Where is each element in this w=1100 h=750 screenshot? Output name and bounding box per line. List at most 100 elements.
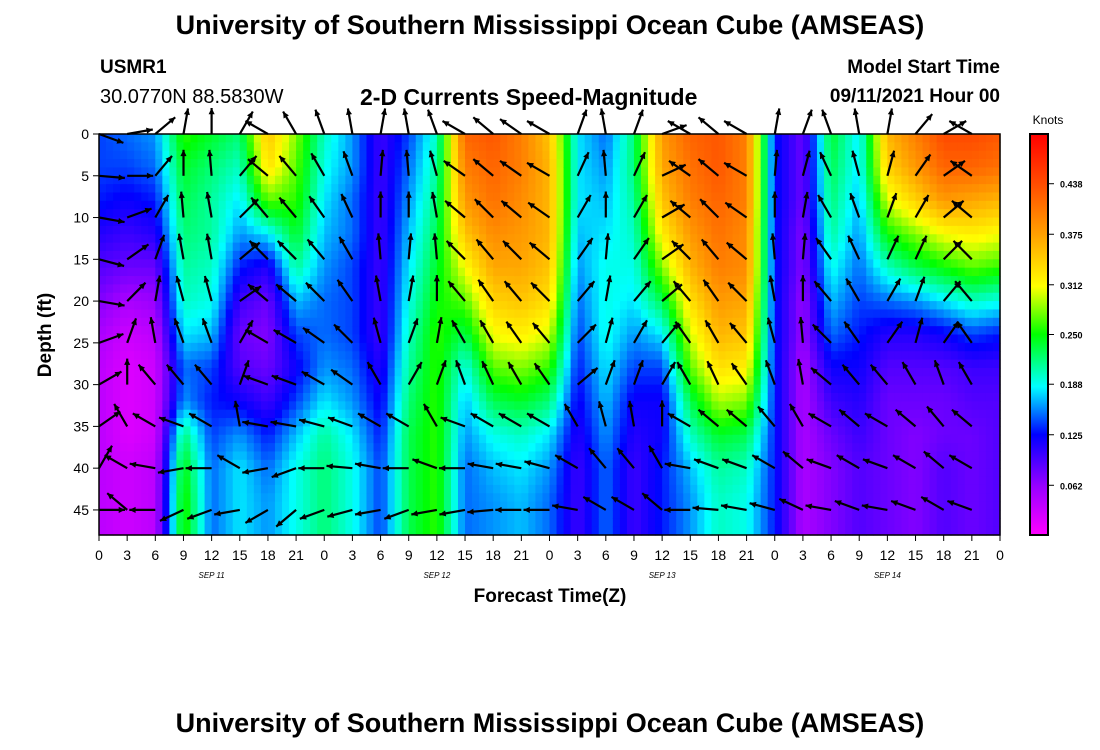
heatmap-cell	[824, 342, 832, 352]
heatmap-cell	[816, 501, 825, 511]
heatmap-cell	[457, 367, 466, 377]
heatmap-cell	[655, 234, 663, 244]
heatmap-cell	[450, 401, 459, 411]
heatmap-cell	[443, 401, 452, 411]
heatmap-cell	[570, 301, 579, 311]
heatmap-cell	[134, 351, 142, 361]
heatmap-cell	[697, 167, 705, 177]
heatmap-cell	[760, 384, 769, 394]
heatmap-cell	[267, 267, 276, 277]
heatmap-cell	[225, 376, 234, 386]
heatmap-cell	[113, 351, 121, 361]
heatmap-cell	[155, 234, 163, 244]
heatmap-cell	[655, 309, 663, 319]
heatmap-cell	[767, 384, 776, 394]
heatmap-cell	[612, 175, 621, 185]
heatmap-cell	[401, 167, 410, 177]
heatmap-cell	[401, 484, 410, 494]
heatmap-cell	[373, 359, 382, 369]
heatmap-cell	[155, 493, 163, 503]
heatmap-cell	[556, 484, 565, 494]
heatmap-cell	[591, 259, 600, 269]
heatmap-cell	[225, 301, 234, 311]
heatmap-cell	[99, 351, 107, 361]
heatmap-cell	[401, 284, 410, 294]
heatmap-cell	[422, 217, 431, 227]
heatmap-cell	[246, 501, 255, 511]
heatmap-cell	[338, 242, 346, 252]
heatmap-cell	[359, 401, 368, 411]
heatmap-cell	[317, 384, 325, 394]
heatmap-cell	[260, 309, 269, 319]
heatmap-cell	[655, 342, 663, 352]
heatmap-cell	[324, 167, 332, 177]
heatmap-cell	[493, 159, 501, 169]
heatmap-cell	[718, 242, 727, 252]
heatmap-cell	[809, 259, 818, 269]
heatmap-cell	[739, 526, 748, 536]
heatmap-cell	[725, 175, 734, 185]
heatmap-cell	[535, 476, 544, 486]
heatmap-cell	[514, 426, 522, 436]
heatmap-cell	[338, 200, 346, 210]
heatmap-cell	[106, 159, 114, 169]
heatmap-cell	[493, 351, 501, 361]
heatmap-cell	[443, 142, 452, 152]
heatmap-cell	[310, 217, 318, 227]
heatmap-cell	[718, 376, 727, 386]
heatmap-cell	[528, 476, 537, 486]
heatmap-cell	[648, 317, 656, 327]
heatmap-cell	[338, 317, 346, 327]
heatmap-cell	[450, 342, 459, 352]
heatmap-cell	[556, 142, 565, 152]
heatmap-cell	[197, 259, 206, 269]
heatmap-cell	[711, 150, 720, 160]
heatmap-cell	[465, 284, 473, 294]
heatmap-cell	[697, 209, 705, 219]
heatmap-cell	[387, 175, 396, 185]
heatmap-cell	[528, 401, 537, 411]
heatmap-cell	[352, 443, 361, 453]
heatmap-cell	[788, 234, 797, 244]
heatmap-cell	[253, 134, 262, 143]
heatmap-cell	[648, 451, 656, 461]
heatmap-cell	[507, 418, 515, 427]
heatmap-cell	[317, 267, 325, 277]
heatmap-cell	[380, 217, 389, 227]
heatmap-cell	[155, 292, 163, 302]
heatmap-cell	[683, 150, 691, 160]
heatmap-cell	[169, 334, 178, 344]
heatmap-cell	[169, 150, 178, 160]
heatmap-cell	[500, 451, 508, 461]
heatmap-cell	[106, 367, 114, 377]
heatmap-cell	[366, 184, 375, 194]
heatmap-cell	[246, 409, 255, 419]
heatmap-cell	[781, 518, 790, 528]
heatmap-cell	[598, 451, 607, 461]
heatmap-cell	[317, 259, 325, 269]
heatmap-cell	[655, 134, 663, 143]
heatmap-cell	[183, 259, 192, 269]
heatmap-cell	[239, 484, 248, 494]
heatmap-cell	[352, 426, 361, 436]
heatmap-cell	[802, 167, 811, 177]
heatmap-cell	[612, 451, 621, 461]
heatmap-cell	[824, 167, 832, 177]
heatmap-cell	[218, 367, 227, 377]
heatmap-cell	[225, 234, 234, 244]
heatmap-cell	[169, 409, 178, 419]
heatmap-cell	[584, 401, 593, 411]
heatmap-cell	[380, 451, 389, 461]
heatmap-cell	[732, 184, 741, 194]
heatmap-cell	[500, 276, 508, 285]
heatmap-cell	[162, 334, 170, 344]
heatmap-cell	[514, 493, 522, 503]
heatmap-cell	[232, 342, 241, 352]
heatmap-cell	[824, 301, 832, 311]
heatmap-cell	[563, 459, 572, 469]
heatmap-cell	[788, 493, 797, 503]
heatmap-cell	[204, 359, 213, 369]
heatmap-cell	[816, 184, 825, 194]
heatmap-cell	[253, 526, 262, 536]
heatmap-cell	[760, 200, 769, 210]
